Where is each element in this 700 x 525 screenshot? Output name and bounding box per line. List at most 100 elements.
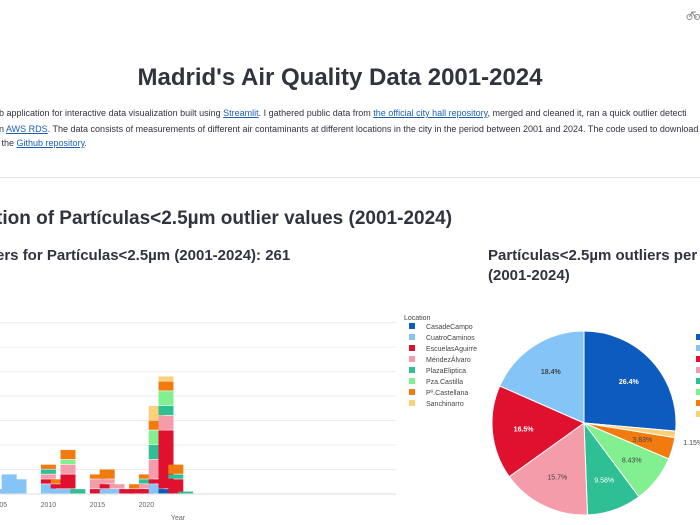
bar-segment-escuelasaguirre-2021[interactable] xyxy=(148,479,164,484)
bar-segment-escuelasaguirre-2023[interactable] xyxy=(168,479,184,494)
legend-swatch-escuelasaguirre[interactable] xyxy=(409,345,415,351)
legend-label-escuelasaguirre[interactable]: EscuelasAguirre xyxy=(426,346,477,353)
pie-slice-cuatrocaminos[interactable] xyxy=(499,330,585,424)
bar-segment-cuatrocaminos-2007[interactable] xyxy=(11,479,27,494)
intro-line-1: eb application for interactive data visu… xyxy=(0,108,687,118)
pie-slice-escuelasaguirre[interactable] xyxy=(491,385,586,478)
pie-slices xyxy=(491,330,677,516)
pie-slice-casadecampo[interactable] xyxy=(583,330,677,432)
bar-segment-mendezalvaro-2017[interactable] xyxy=(109,484,125,489)
bar-segment-escuelasaguirre-2015[interactable] xyxy=(89,489,105,494)
bar-segment-plazaeliptica-2022[interactable] xyxy=(158,405,174,416)
pie-chart[interactable]: 26.4% 1.15% 3.83% 8.43% 9.58% 15.7% 16.5% 18.4% xyxy=(480,300,700,525)
bar-segment-escuelasaguirre-2022[interactable] xyxy=(158,430,174,489)
bar-segment-p-castellana-2012[interactable] xyxy=(60,449,76,460)
bar-segment-escuelasaguirre-2012[interactable] xyxy=(60,474,76,489)
legend-label-sanchinarro[interactable]: Sanchinarro xyxy=(426,401,464,408)
legend-label-pza-castilla[interactable]: Pza.Castilla xyxy=(426,379,463,386)
legend-label-casadecampo[interactable]: CasadeCampo xyxy=(426,324,473,331)
bar-segment-mendezalvaro-2016[interactable] xyxy=(99,479,115,484)
pie-label-pza-castilla: 8.43% xyxy=(622,458,642,465)
bar-segment-cuatrocaminos-2012[interactable] xyxy=(60,489,76,494)
legend-label-mendezalvaro[interactable]: MéndezÁlvaro xyxy=(426,355,471,364)
pie-chart-heading: Partículas<2.5µm outliers per (2001-2024) xyxy=(488,246,697,286)
bar-segment-plazaeliptica-2024[interactable] xyxy=(178,491,194,494)
city-hall-repository-link[interactable]: the official city hall repository xyxy=(373,108,488,118)
bar-segment-mendezalvaro-2015[interactable] xyxy=(89,479,105,489)
pie-legend-swatch-escuelasaguirre[interactable] xyxy=(696,356,700,362)
bar-segment-mendezalvaro-2010[interactable] xyxy=(40,474,56,479)
bar-segment-plazaeliptica-2023[interactable] xyxy=(168,474,184,479)
legend-swatch-p-castellana[interactable] xyxy=(409,389,415,395)
legend-swatch-sanchinarro[interactable] xyxy=(409,400,415,406)
bike-icon xyxy=(686,10,700,20)
bar-segment-mendezalvaro-2022[interactable] xyxy=(158,415,174,430)
pie-label-plazaeliptica: 9.58% xyxy=(594,477,614,484)
bar-segment-sanchinarro-2022[interactable] xyxy=(158,376,174,381)
legend-swatch-mendezalvaro[interactable] xyxy=(409,356,415,362)
bar-segment-p-castellana-2022[interactable] xyxy=(158,381,174,391)
bar-segment-escuelasaguirre-2011[interactable] xyxy=(50,484,66,489)
bar-segment-p-castellana-2015[interactable] xyxy=(89,474,105,479)
pie-label-mendezalvaro: 15.7% xyxy=(547,475,567,482)
x-tick-2015: 2015 xyxy=(90,502,106,509)
bar-segment-p-castellana-2020[interactable] xyxy=(138,474,154,479)
bar-segment-p-castellana-2023[interactable] xyxy=(168,464,184,474)
bar-segment-cuatrocaminos-2017[interactable] xyxy=(109,489,125,494)
bar-marks xyxy=(0,376,194,494)
bar-segment-cuatrocaminos-2011[interactable] xyxy=(50,489,66,494)
bar-segment-plazaeliptica-2020[interactable] xyxy=(138,479,154,484)
intro-text: , merged and cleaned it, ran a quick out… xyxy=(487,108,687,118)
bar-segment-cuatrocaminos-2010[interactable] xyxy=(40,484,56,494)
pie-legend-swatch-cuatrocaminos[interactable] xyxy=(696,345,700,351)
streamlit-link[interactable]: Streamlit xyxy=(223,108,259,118)
intro-text: . I gathered public data from xyxy=(258,108,374,118)
legend-swatch-plazaeliptica[interactable] xyxy=(409,367,415,373)
bar-segment-escuelasaguirre-2010[interactable] xyxy=(40,479,56,484)
bar-segment-cuatrocaminos-2021[interactable] xyxy=(148,484,164,494)
pie-slice-mendezalvaro[interactable] xyxy=(508,422,589,516)
legend-label-plazaeliptica[interactable]: PlazaEliptica xyxy=(426,368,466,375)
legend-swatch-cuatrocaminos[interactable] xyxy=(409,334,415,340)
pie-legend-swatch-pza-castilla[interactable] xyxy=(696,389,700,395)
intro-text: . xyxy=(84,138,87,148)
bar-segment-cuatrocaminos-2016[interactable] xyxy=(99,489,115,494)
legend-swatch-casadecampo[interactable] xyxy=(409,323,415,329)
legend-label-cuatrocaminos[interactable]: CuatroCaminos xyxy=(426,335,475,342)
pie-legend-swatch-p-castellana[interactable] xyxy=(696,400,700,406)
x-axis-label: Year xyxy=(171,515,186,522)
bar-segment-p-castellana-2010[interactable] xyxy=(40,464,56,469)
bar-segment-escuelasaguirre-2016[interactable] xyxy=(99,484,115,489)
bar-segment-mendezalvaro-2012[interactable] xyxy=(60,464,76,474)
bar-segment-pza-castilla-2022[interactable] xyxy=(158,391,174,406)
bar-segment-p-castellana-2011[interactable] xyxy=(50,479,66,484)
pie-labels: 26.4% 1.15% 3.83% 8.43% 9.58% 15.7% 16.5% 18.4% xyxy=(514,369,700,484)
github-repository-link[interactable]: Github repository xyxy=(16,138,85,148)
pie-heading-line-2: (2001-2024) xyxy=(488,267,570,284)
bar-segment-casadecampo-2022[interactable] xyxy=(158,489,174,494)
bar-segment-plazaeliptica-2010[interactable] xyxy=(40,469,56,474)
bar-segment-plazaeliptica-2013[interactable] xyxy=(70,489,86,494)
aws-rds-link[interactable]: AWS RDS xyxy=(6,124,48,134)
pie-label-casadecampo: 26.4% xyxy=(619,379,640,386)
divider xyxy=(0,177,700,178)
bar-segment-mendezalvaro-2020[interactable] xyxy=(138,484,154,489)
bar-legend: CasadeCampo CuatroCaminos EscuelasAguirre M… xyxy=(409,323,477,408)
section-title: tion of Partículas<2.5µm outlier values … xyxy=(0,208,453,229)
pie-legend-swatch-mendezalvaro[interactable] xyxy=(696,367,700,373)
bar-segment-p-castellana-2016[interactable] xyxy=(99,469,115,479)
stacked-bar-chart[interactable]: 2005 2010 2015 2020 Year Location CasadeCam… xyxy=(0,300,480,525)
bar-segment-pza-castilla-2012[interactable] xyxy=(60,459,76,465)
pie-legend-swatch-plazaeliptica[interactable] xyxy=(696,378,700,384)
legend-label-p-castellana[interactable]: Pº.Castellana xyxy=(426,390,468,397)
legend-swatch-pza-castilla[interactable] xyxy=(409,378,415,384)
x-tick-2020: 2020 xyxy=(139,502,155,509)
pie-legend-swatch-sanchinarro[interactable] xyxy=(696,411,700,417)
bar-segment-escuelasaguirre-2020[interactable] xyxy=(138,489,154,494)
pie-legend-swatch-casadecampo[interactable] xyxy=(696,334,700,340)
bar-segment-p-castellana-2021[interactable] xyxy=(148,420,164,430)
pie-legend xyxy=(696,334,700,417)
bar-segment-p-castellana-2019[interactable] xyxy=(129,484,145,489)
bar-segment-escuelasaguirre-2018[interactable] xyxy=(119,489,135,494)
bar-segment-escuelasaguirre-2019[interactable] xyxy=(129,489,145,494)
